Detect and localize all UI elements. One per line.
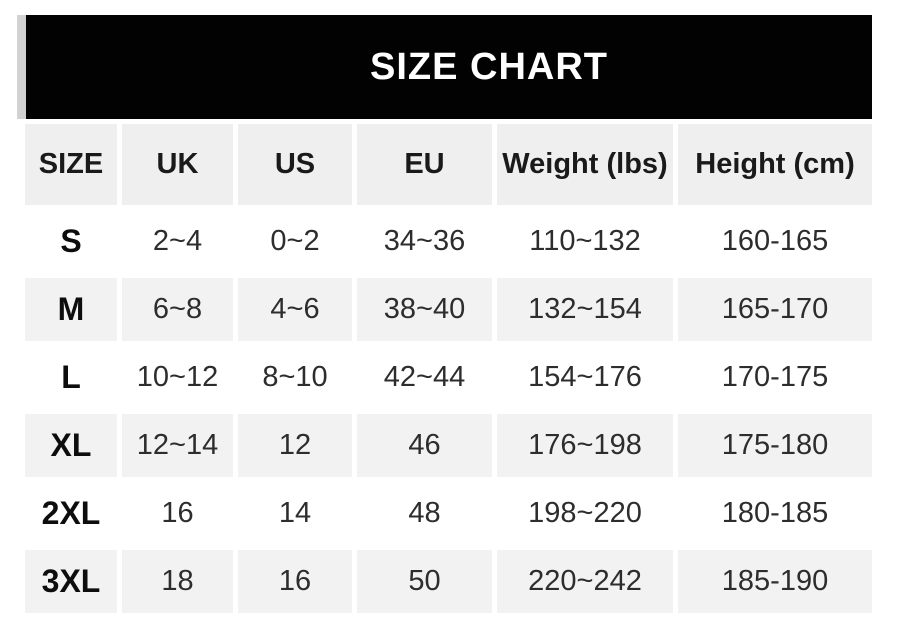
banner-left-shadow [17, 15, 26, 119]
cell-s-height: 160-165 [678, 210, 872, 273]
cell-l-height: 170-175 [678, 346, 872, 409]
cell-m-height: 165-170 [678, 278, 872, 341]
col-header-height: Height (cm) [678, 124, 872, 205]
cell-xl-eu: 46 [357, 414, 492, 477]
cell-s-eu: 34~36 [357, 210, 492, 273]
cell-m-eu: 38~40 [357, 278, 492, 341]
cell-2xl-us: 14 [238, 482, 352, 545]
cell-xl-uk: 12~14 [122, 414, 233, 477]
cell-3xl-height: 185-190 [678, 550, 872, 613]
cell-s-us: 0~2 [238, 210, 352, 273]
table-row-s: S 2~4 0~2 34~36 110~132 160-165 [25, 210, 872, 273]
cell-s-uk: 2~4 [122, 210, 233, 273]
size-chart-table: SIZE UK US EU Weight (lbs) Height (cm) S… [20, 119, 877, 618]
table-row-xl: XL 12~14 12 46 176~198 175-180 [25, 414, 872, 477]
row-label-s: S [25, 210, 117, 273]
cell-m-weight: 132~154 [497, 278, 673, 341]
row-label-xl: XL [25, 414, 117, 477]
cell-m-us: 4~6 [238, 278, 352, 341]
cell-l-us: 8~10 [238, 346, 352, 409]
cell-xl-us: 12 [238, 414, 352, 477]
header-row: SIZE UK US EU Weight (lbs) Height (cm) [25, 124, 872, 205]
size-chart-banner: SIZE CHART [26, 15, 872, 119]
cell-s-weight: 110~132 [497, 210, 673, 273]
table-row-2xl: 2XL 16 14 48 198~220 180-185 [25, 482, 872, 545]
banner-title: SIZE CHART [370, 45, 608, 88]
row-label-2xl: 2XL [25, 482, 117, 545]
cell-3xl-us: 16 [238, 550, 352, 613]
cell-2xl-height: 180-185 [678, 482, 872, 545]
col-header-weight: Weight (lbs) [497, 124, 673, 205]
table-row-m: M 6~8 4~6 38~40 132~154 165-170 [25, 278, 872, 341]
row-label-3xl: 3XL [25, 550, 117, 613]
col-header-us: US [238, 124, 352, 205]
row-label-m: M [25, 278, 117, 341]
table-row-l: L 10~12 8~10 42~44 154~176 170-175 [25, 346, 872, 409]
cell-2xl-eu: 48 [357, 482, 492, 545]
cell-xl-height: 175-180 [678, 414, 872, 477]
cell-3xl-eu: 50 [357, 550, 492, 613]
cell-l-eu: 42~44 [357, 346, 492, 409]
cell-l-uk: 10~12 [122, 346, 233, 409]
cell-2xl-uk: 16 [122, 482, 233, 545]
cell-xl-weight: 176~198 [497, 414, 673, 477]
cell-2xl-weight: 198~220 [497, 482, 673, 545]
col-header-size: SIZE [25, 124, 117, 205]
table-row-3xl: 3XL 18 16 50 220~242 185-190 [25, 550, 872, 613]
cell-3xl-weight: 220~242 [497, 550, 673, 613]
row-label-l: L [25, 346, 117, 409]
cell-3xl-uk: 18 [122, 550, 233, 613]
cell-m-uk: 6~8 [122, 278, 233, 341]
col-header-eu: EU [357, 124, 492, 205]
col-header-uk: UK [122, 124, 233, 205]
cell-l-weight: 154~176 [497, 346, 673, 409]
